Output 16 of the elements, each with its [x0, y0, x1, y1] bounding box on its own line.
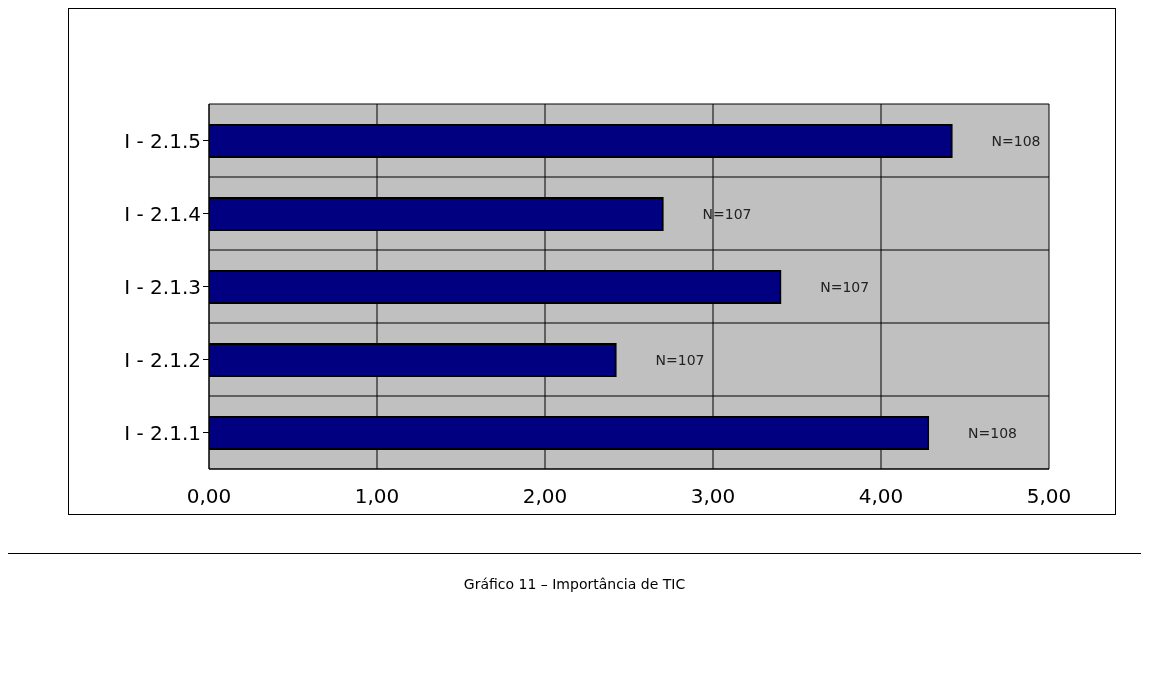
annotation: N=107	[820, 278, 870, 295]
annotation: N=108	[991, 132, 1041, 149]
x-tick-label: 4,00	[858, 484, 904, 509]
y-tick-label: I - 2.1.3	[124, 274, 201, 299]
y-tick-label: I - 2.1.5	[124, 128, 201, 153]
x-tick-label: 3,00	[690, 484, 736, 509]
x-tick-label: 0,00	[186, 484, 232, 509]
annotation: N=107	[655, 351, 705, 368]
y-tick-label: I - 2.1.1	[124, 420, 201, 445]
annotation: N=108	[968, 424, 1017, 441]
x-tick-label: 2,00	[522, 484, 568, 509]
text: Gráfico 11 – Importância de TIC	[8, 553, 1141, 592]
y-tick-label: I - 2.1.2	[124, 347, 201, 372]
x-tick-label: 5,00	[1026, 484, 1072, 509]
y-tick-label: I - 2.1.4	[124, 201, 201, 226]
x-tick-label: 1,00	[354, 484, 400, 509]
